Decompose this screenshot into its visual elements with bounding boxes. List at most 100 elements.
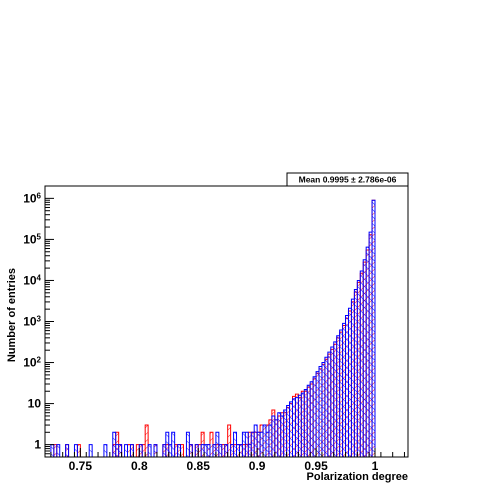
histogram-bin: [283, 409, 287, 457]
histogram-bin: [263, 425, 266, 457]
y-axis-title: Number of entries: [6, 268, 18, 362]
histogram-bin: [274, 419, 278, 457]
histogram-bin: [245, 432, 249, 457]
histogram-bin: [215, 432, 219, 457]
histogram-bin: [366, 247, 370, 457]
histogram-bin: [333, 341, 337, 457]
histogram-bin: [369, 232, 373, 457]
histogram-bin: [360, 270, 364, 457]
y-tick-label: 106: [23, 191, 41, 206]
histogram-bin: [224, 444, 228, 457]
histogram-bin: [277, 412, 281, 457]
histogram-bin: [130, 444, 134, 457]
histogram-bin: [354, 289, 358, 457]
histogram-bin: [316, 371, 320, 457]
histogram-bin: [313, 376, 317, 457]
histogram-bin: [77, 444, 81, 457]
y-axis: 1 10 102 103 104 105 106: [23, 185, 54, 458]
histogram-bin: [357, 280, 361, 457]
histogram-bin: [307, 385, 311, 457]
histogram-bin: [342, 323, 346, 457]
y-tick-label: 103: [23, 314, 41, 329]
histogram-bin: [218, 444, 222, 457]
histogram-bin: [221, 444, 225, 457]
histogram-bin: [207, 444, 210, 457]
histogram-bin: [298, 395, 302, 457]
x-tick-label: 0.85: [187, 459, 211, 473]
histogram-bin: [339, 330, 343, 457]
histogram-bin: [124, 444, 128, 457]
histogram-bin: [268, 425, 272, 457]
histogram-bin: [351, 299, 355, 457]
histogram-bin: [233, 432, 237, 457]
series-2: [50, 199, 376, 457]
x-tick-label: 0.75: [69, 459, 93, 473]
x-tick-label: 1: [372, 459, 379, 473]
x-axis-title: Polarization degree: [307, 471, 408, 483]
stats-box: Mean 0.9995 ± 2.786e-06: [286, 172, 409, 187]
histogram-bin: [242, 432, 246, 457]
histogram-bin: [280, 415, 284, 457]
histogram-bin: [127, 444, 131, 457]
histogram-bin: [142, 444, 146, 457]
histogram-bin: [348, 308, 352, 457]
histogram-bin: [180, 444, 184, 457]
x-tick-label: 0.8: [131, 459, 148, 473]
y-tick-label: 105: [23, 232, 41, 247]
histogram-bin: [310, 381, 314, 457]
histogram-bin: [56, 444, 60, 457]
histogram-bin: [145, 425, 149, 457]
histogram-bin: [248, 444, 252, 457]
histogram-bin: [330, 346, 334, 457]
x-tick-label: 0.9: [249, 459, 266, 473]
histogram-bin: [168, 444, 172, 457]
histogram-bin: [236, 444, 240, 457]
histogram-bin: [289, 401, 293, 457]
histogram-bin: [65, 444, 69, 457]
histogram-bin: [372, 200, 375, 457]
y-tick-label: 10: [28, 397, 42, 411]
histogram-bin: [260, 432, 264, 457]
histogram-bin: [53, 444, 57, 457]
y-tick-label: 102: [23, 355, 41, 370]
histogram-bin: [204, 444, 208, 457]
histogram-bin: [271, 415, 275, 457]
histogram-bin: [327, 352, 331, 457]
histogram-bin: [112, 432, 116, 457]
y-tick-label: 104: [23, 273, 41, 288]
histogram-bin: [177, 444, 181, 457]
histogram-bin: [89, 444, 93, 457]
stats-text: Mean 0.9995 ± 2.786e-06: [299, 175, 397, 185]
histogram-bin: [201, 444, 205, 457]
x-axis: 0.75 0.8 0.85 0.9 0.95 1: [50, 448, 405, 473]
histogram-bin: [227, 425, 231, 457]
histogram-bin: [265, 432, 269, 457]
histogram-bin: [319, 366, 322, 457]
histogram-bin: [50, 444, 54, 457]
histogram-bin: [189, 444, 193, 457]
histogram-bin: [295, 397, 299, 457]
histogram-bin: [154, 444, 157, 457]
histogram-bin: [162, 444, 166, 457]
histogram-bin: [139, 444, 143, 457]
histogram-bin: [74, 444, 78, 457]
histogram-bin: [174, 444, 178, 457]
histogram-bin: [324, 357, 328, 457]
histogram-bin: [251, 432, 255, 457]
histogram-bin: [292, 398, 296, 457]
histogram-bin: [363, 259, 367, 457]
histogram-bin: [186, 432, 190, 457]
histogram-bin: [115, 444, 119, 457]
histogram-bin: [136, 444, 140, 457]
histogram-bin: [103, 444, 107, 457]
histogram-bin: [304, 389, 308, 457]
histogram-bin: [148, 444, 152, 457]
histogram-bin: [118, 444, 122, 457]
histogram-bin: [212, 444, 216, 457]
histogram-bin: [195, 444, 199, 457]
histogram-bin: [198, 444, 202, 457]
histogram-bin: [239, 444, 243, 457]
histogram-bin: [171, 432, 175, 457]
histogram-bin: [254, 425, 258, 457]
